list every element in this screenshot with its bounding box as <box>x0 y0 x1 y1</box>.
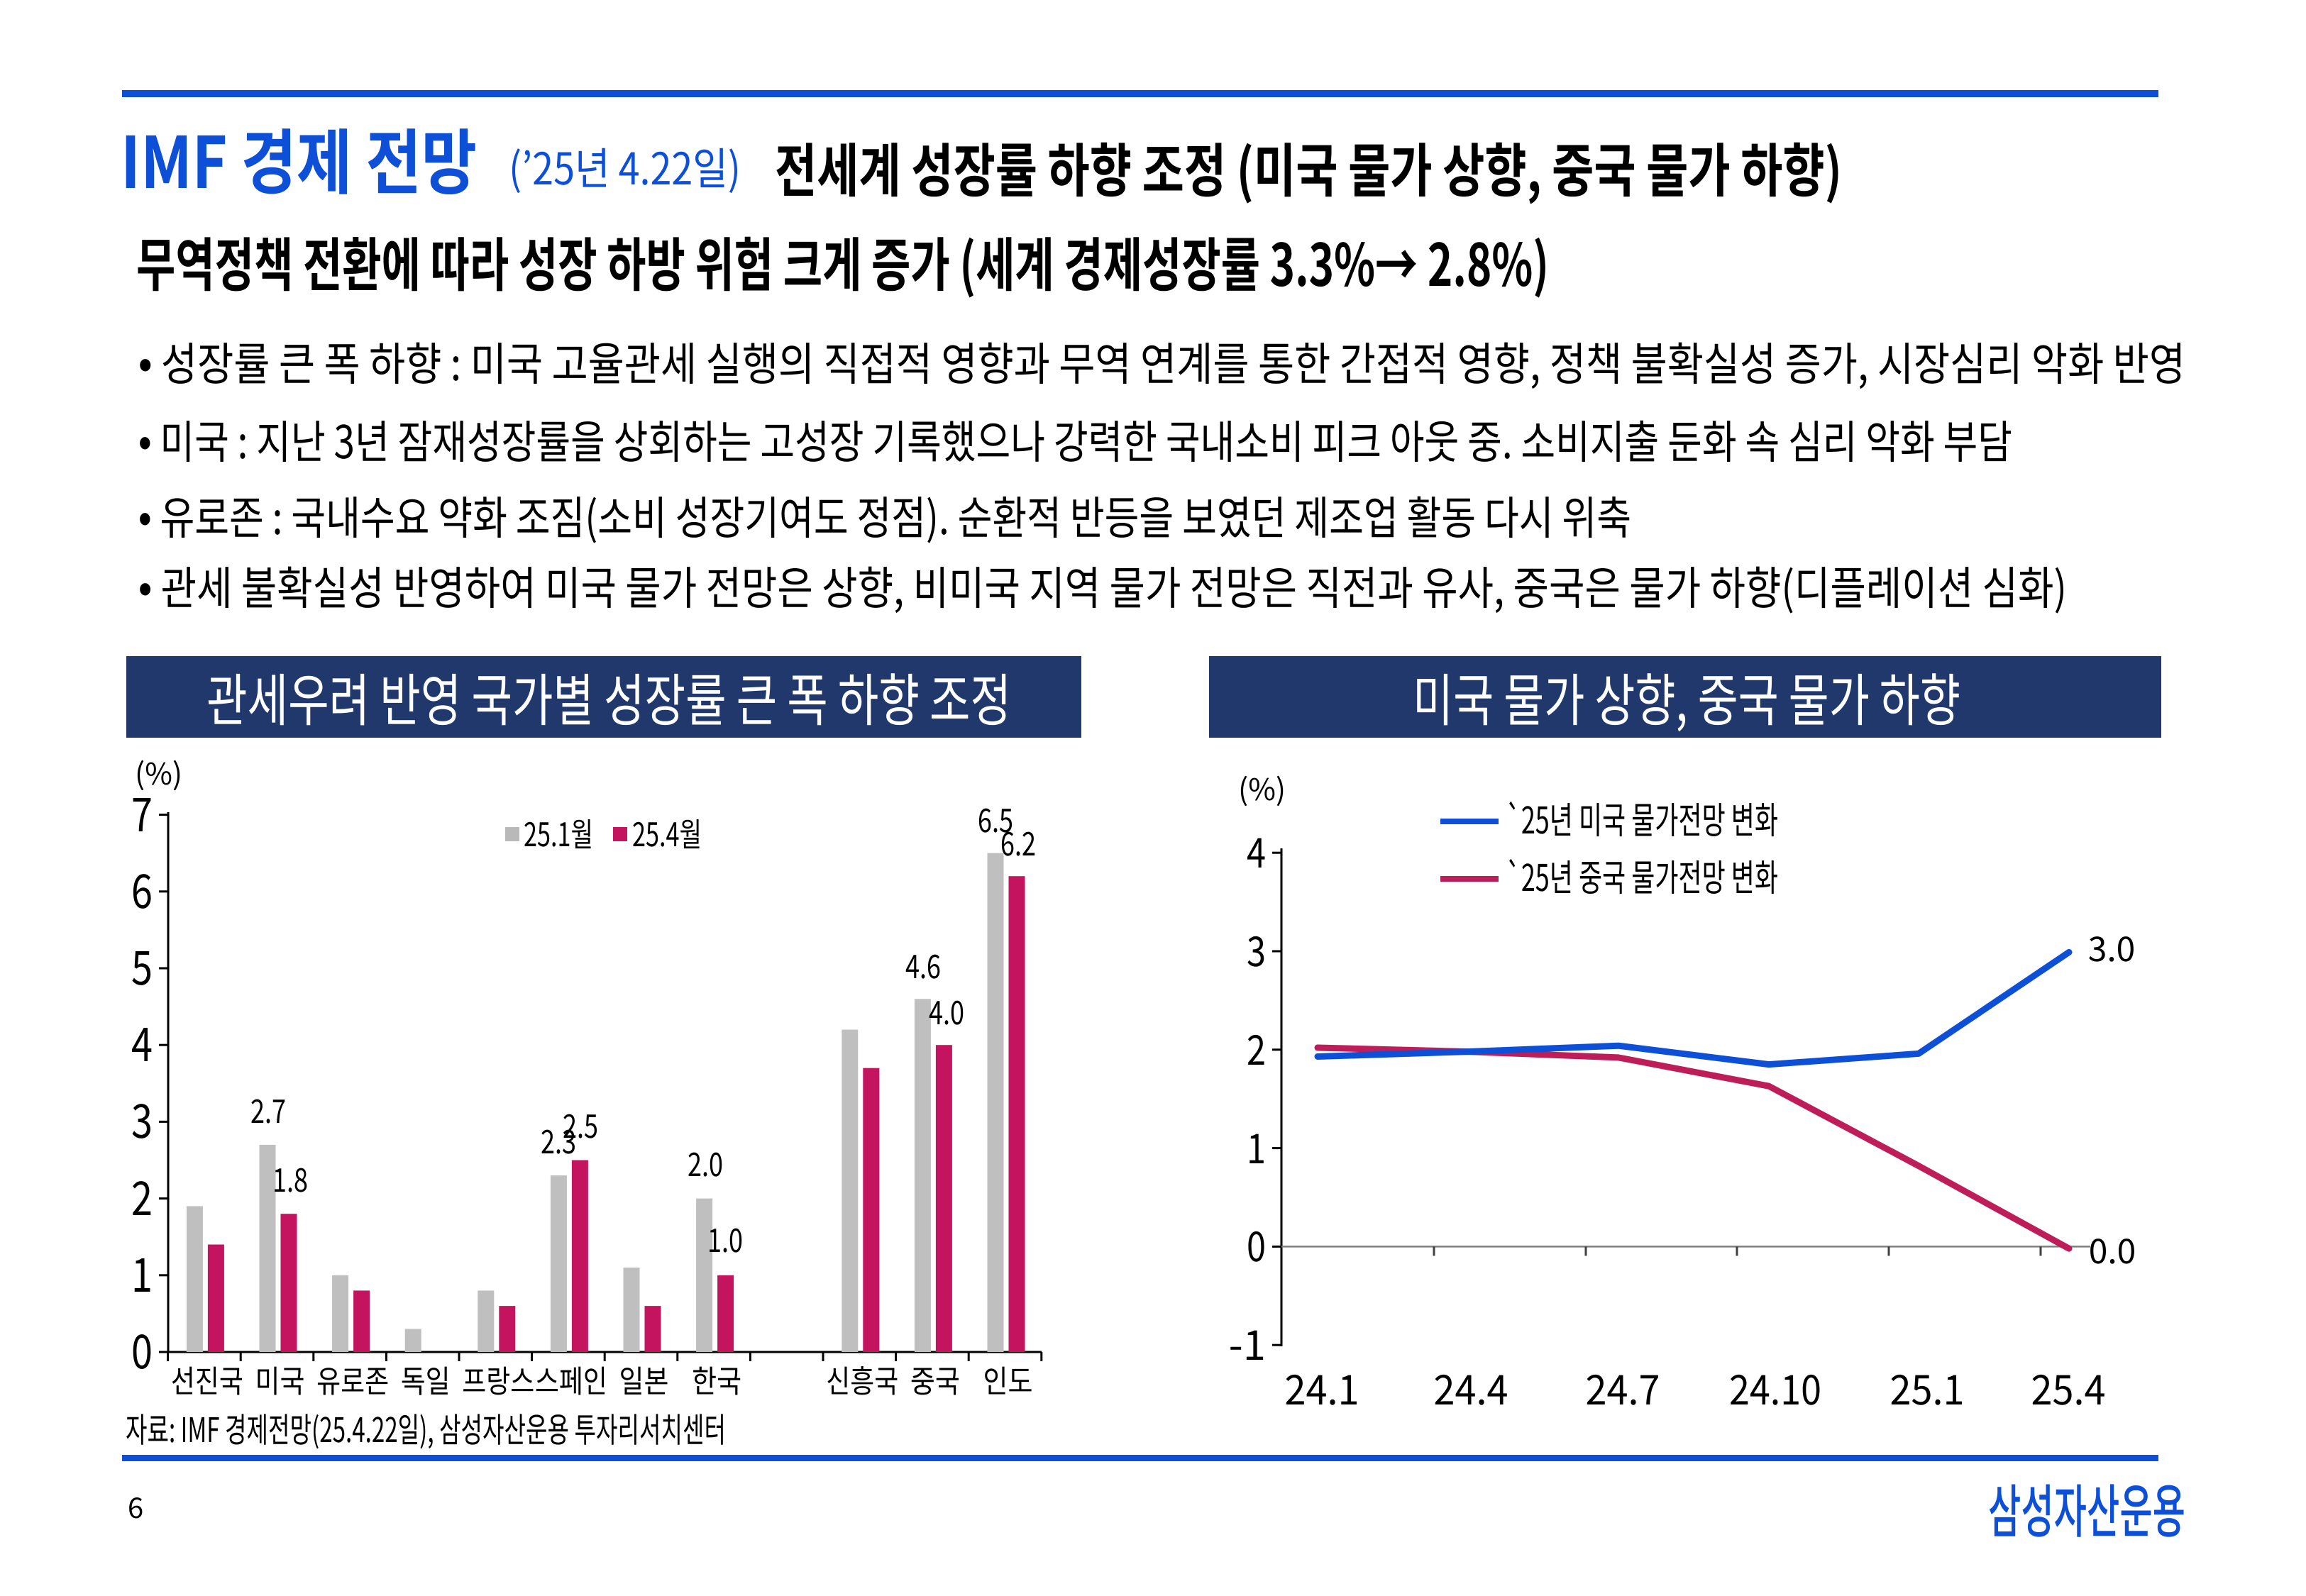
svg-text:0: 0 <box>1247 1214 1266 1273</box>
svg-text:관세우려 반영 국가별 성장률 큰 폭 하향 조정: 관세우려 반영 국가별 성장률 큰 폭 하향 조정 <box>206 655 1011 738</box>
svg-text:3.0: 3.0 <box>2088 921 2136 971</box>
svg-text:24.10: 24.10 <box>1729 1357 1821 1417</box>
svg-text:2.0: 2.0 <box>688 1139 723 1186</box>
svg-text:1: 1 <box>131 1238 153 1306</box>
svg-text:24.7: 24.7 <box>1586 1357 1660 1417</box>
svg-text:독일: 독일 <box>401 1356 451 1402</box>
svg-text:(%): (%) <box>135 750 182 794</box>
svg-text:스페인: 스페인 <box>535 1356 607 1402</box>
svg-text:4: 4 <box>131 1007 153 1075</box>
svg-text:25.4월: 25.4월 <box>632 809 702 856</box>
svg-text:삼성자산운용: 삼성자산운용 <box>1988 1466 2185 1550</box>
svg-text:한국: 한국 <box>692 1356 741 1402</box>
svg-text:2.5: 2.5 <box>563 1101 598 1148</box>
svg-text:• 관세 불확실성 반영하여 미국 물가 전망은 상향, 비: • 관세 불확실성 반영하여 미국 물가 전망은 상향, 비미국 지역 물가 전… <box>138 553 2067 618</box>
svg-text:3: 3 <box>131 1084 153 1152</box>
svg-text:자료: IMF 경제전망(25.4.22일), 삼성자산운용: 자료: IMF 경제전망(25.4.22일), 삼성자산운용 투자리서치센터 <box>126 1402 726 1452</box>
svg-text:0.0: 0.0 <box>2089 1224 2136 1273</box>
svg-text:중국: 중국 <box>910 1356 960 1402</box>
svg-text:일본: 일본 <box>619 1356 669 1402</box>
svg-text:미국: 미국 <box>255 1356 305 1402</box>
svg-text:2.7: 2.7 <box>250 1086 286 1133</box>
svg-text:선진국: 선진국 <box>171 1356 243 1402</box>
svg-text:인도: 인도 <box>983 1356 1033 1402</box>
svg-text:6.2: 6.2 <box>1000 819 1036 865</box>
svg-text:-1: -1 <box>1229 1312 1266 1372</box>
svg-text:25.4: 25.4 <box>2031 1357 2106 1417</box>
svg-text:7: 7 <box>131 777 153 846</box>
svg-text:유로존: 유로존 <box>316 1356 389 1402</box>
svg-text:• 유로존 : 국내수요 약화 조짐(소비 성장기여도 정점: • 유로존 : 국내수요 약화 조짐(소비 성장기여도 정점). 순환적 반등을… <box>138 482 1631 548</box>
svg-text:4: 4 <box>1247 820 1266 880</box>
svg-text:1.8: 1.8 <box>272 1155 308 1202</box>
svg-text:• 미국 : 지난 3년 잠재성장률을 상회하는 고성장 기: • 미국 : 지난 3년 잠재성장률을 상회하는 고성장 기록했으나 강력한 국… <box>138 406 2012 472</box>
svg-text:전세계 성장률 하향 조정 (미국 물가 상향, 중국 물가: 전세계 성장률 하향 조정 (미국 물가 상향, 중국 물가 하향) <box>775 124 1842 209</box>
svg-text:4.6: 4.6 <box>905 941 941 988</box>
svg-text:6.5: 6.5 <box>978 795 1013 842</box>
svg-text:25.1: 25.1 <box>1890 1357 1965 1417</box>
svg-text:• 성장률 큰 폭 하향 : 미국 고율관세 실행의 직접: • 성장률 큰 폭 하향 : 미국 고율관세 실행의 직접적 영향과 무역 연계… <box>138 328 2185 394</box>
svg-text:미국 물가 상향, 중국 물가 하향: 미국 물가 상향, 중국 물가 하향 <box>1413 655 1960 738</box>
svg-text:(’25년 4.22일): (’25년 4.22일) <box>509 133 741 197</box>
svg-text:24.1: 24.1 <box>1285 1357 1359 1417</box>
svg-text:5: 5 <box>131 931 153 999</box>
svg-text:`25년 미국 물가전망 변화: `25년 미국 물가전망 변화 <box>1506 791 1778 844</box>
svg-text:신흥국: 신흥국 <box>826 1356 898 1402</box>
svg-text:2.3: 2.3 <box>541 1116 576 1163</box>
svg-text:3: 3 <box>1247 919 1266 978</box>
svg-text:0: 0 <box>131 1314 153 1382</box>
svg-text:24.4: 24.4 <box>1434 1357 1508 1417</box>
svg-text:프랑스: 프랑스 <box>462 1356 534 1402</box>
svg-text:무역정책 전환에 따라 성장 하방 위험 크게 증가 (세계: 무역정책 전환에 따라 성장 하방 위험 크게 증가 (세계 경제성장률 3.3… <box>136 218 1549 303</box>
svg-text:(%): (%) <box>1238 766 1286 809</box>
svg-text:2: 2 <box>131 1161 153 1229</box>
svg-text:1.0: 1.0 <box>707 1215 743 1262</box>
svg-text:4.0: 4.0 <box>929 987 964 1034</box>
svg-text:1: 1 <box>1247 1116 1266 1175</box>
svg-text:6: 6 <box>131 854 153 922</box>
svg-text:25.1월: 25.1월 <box>524 809 593 856</box>
svg-text:6: 6 <box>128 1485 143 1526</box>
svg-text:2: 2 <box>1247 1017 1266 1077</box>
svg-text:`25년 중국 물가전망 변화: `25년 중국 물가전망 변화 <box>1506 848 1778 902</box>
svg-text:IMF 경제 전망: IMF 경제 전망 <box>121 106 477 209</box>
